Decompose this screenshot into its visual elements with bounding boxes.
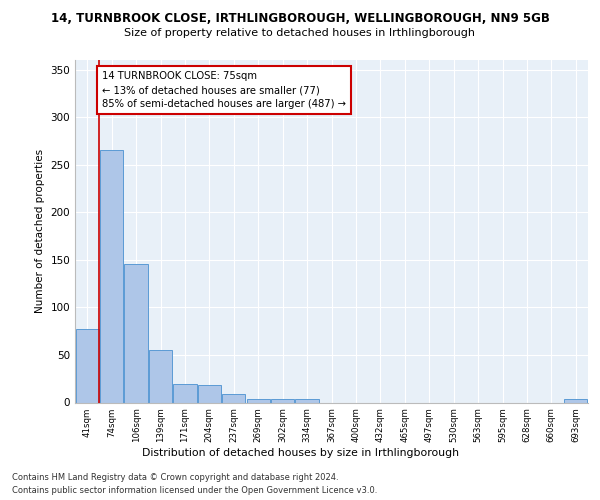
- Bar: [222, 394, 245, 402]
- Bar: [271, 398, 294, 402]
- Text: Size of property relative to detached houses in Irthlingborough: Size of property relative to detached ho…: [125, 28, 476, 38]
- Bar: [100, 150, 123, 402]
- Bar: [247, 398, 270, 402]
- Text: 14 TURNBROOK CLOSE: 75sqm
← 13% of detached houses are smaller (77)
85% of semi-: 14 TURNBROOK CLOSE: 75sqm ← 13% of detac…: [102, 72, 346, 110]
- Bar: [564, 398, 587, 402]
- Bar: [124, 264, 148, 402]
- Bar: [295, 398, 319, 402]
- Text: 14, TURNBROOK CLOSE, IRTHLINGBOROUGH, WELLINGBOROUGH, NN9 5GB: 14, TURNBROOK CLOSE, IRTHLINGBOROUGH, WE…: [50, 12, 550, 26]
- Bar: [173, 384, 197, 402]
- Text: Distribution of detached houses by size in Irthlingborough: Distribution of detached houses by size …: [142, 448, 458, 458]
- Text: Contains public sector information licensed under the Open Government Licence v3: Contains public sector information licen…: [12, 486, 377, 495]
- Bar: [149, 350, 172, 403]
- Bar: [198, 386, 221, 402]
- Text: Contains HM Land Registry data © Crown copyright and database right 2024.: Contains HM Land Registry data © Crown c…: [12, 472, 338, 482]
- Y-axis label: Number of detached properties: Number of detached properties: [35, 149, 45, 314]
- Bar: [76, 329, 99, 402]
